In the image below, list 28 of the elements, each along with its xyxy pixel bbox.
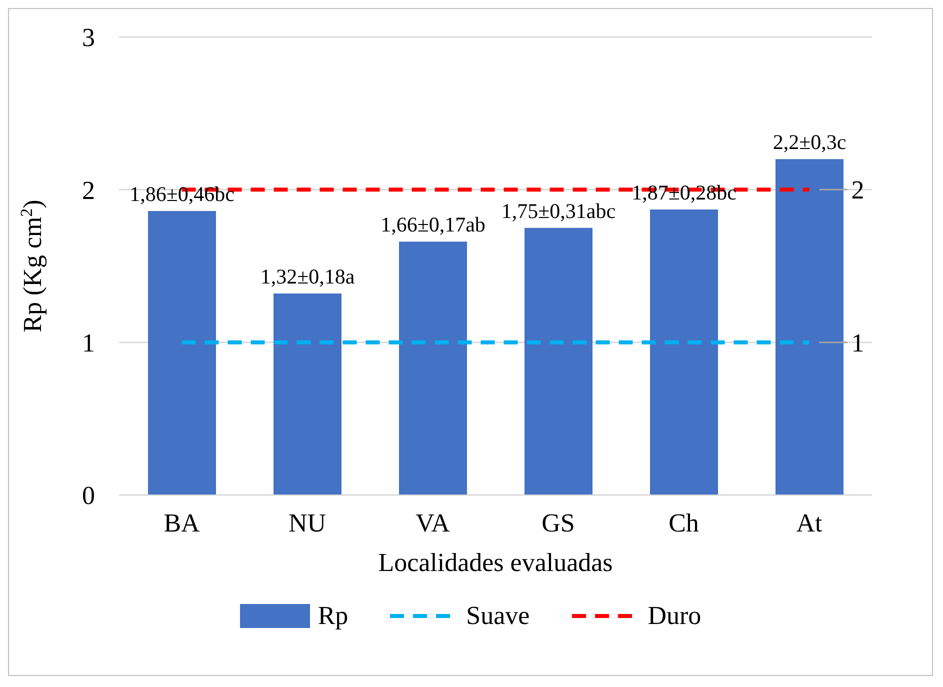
y-tick-label: 3 <box>82 23 95 52</box>
x-tick-label: VA <box>416 508 450 538</box>
data-label: 1 <box>851 328 864 358</box>
data-label: 1,86±0,46bc <box>130 182 234 206</box>
x-tick-label: At <box>796 508 824 538</box>
bar <box>524 228 592 495</box>
y-tick-label: 2 <box>82 176 95 205</box>
x-tick-label: NU <box>288 508 326 538</box>
bar <box>274 293 342 495</box>
x-tick-label: Ch <box>668 508 699 538</box>
bar <box>650 210 718 495</box>
legend-label: Suave <box>466 601 530 631</box>
legend-label: Duro <box>648 601 702 631</box>
data-label: 1,66±0,17ab <box>380 212 486 237</box>
data-label: 1,75±0,31abc <box>501 198 616 223</box>
data-label: 1,87±0,28bc <box>632 180 736 205</box>
x-tick-label: BA <box>164 508 200 538</box>
data-label: 1,32±0,18a <box>260 264 356 288</box>
data-label: 2 <box>851 176 864 205</box>
bar <box>776 159 844 495</box>
y-tick-label: 1 <box>82 328 95 358</box>
bar <box>399 242 467 495</box>
bar <box>148 211 216 495</box>
y-tick-label: 0 <box>82 481 95 510</box>
legend-label: Rp <box>318 601 348 631</box>
data-label: 2,2±0,3c <box>772 130 846 154</box>
x-tick-label: GS <box>542 508 575 538</box>
x-axis-title: Localidades evaluadas <box>378 548 613 577</box>
